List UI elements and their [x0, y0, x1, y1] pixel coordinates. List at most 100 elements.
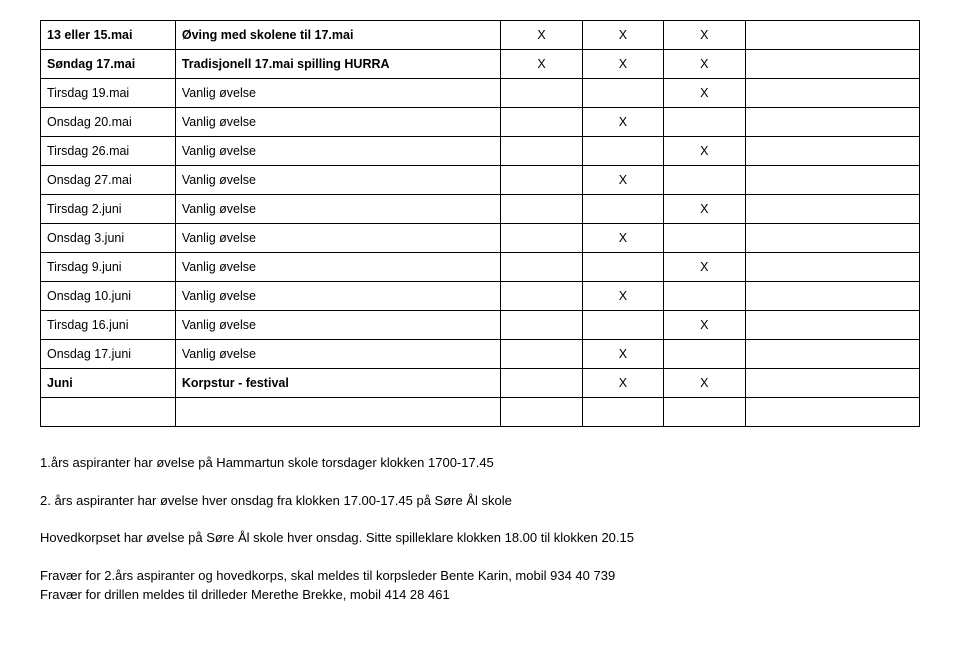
- cell-date: Onsdag 20.mai: [41, 108, 176, 137]
- cell-x1: [501, 340, 582, 369]
- cell-x2: X: [582, 369, 663, 398]
- table-row: Tirsdag 26.maiVanlig øvelse X: [41, 137, 920, 166]
- cell-x2: X: [582, 282, 663, 311]
- cell-desc: Vanlig øvelse: [175, 311, 501, 340]
- table-row: [41, 398, 920, 427]
- table-row: Søndag 17.maiTradisjonell 17.mai spillin…: [41, 50, 920, 79]
- cell-x1: [501, 108, 582, 137]
- cell-desc: [175, 398, 501, 427]
- schedule-table: 13 eller 15.maiØving med skolene til 17.…: [40, 20, 920, 427]
- table-row: 13 eller 15.maiØving med skolene til 17.…: [41, 21, 920, 50]
- cell-desc: Vanlig øvelse: [175, 224, 501, 253]
- cell-x2: X: [582, 108, 663, 137]
- cell-desc: Vanlig øvelse: [175, 253, 501, 282]
- cell-x3: [664, 224, 745, 253]
- cell-x1: X: [501, 50, 582, 79]
- table-row: Onsdag 17.juniVanlig øvelse X: [41, 340, 920, 369]
- cell-x3: [664, 282, 745, 311]
- cell-desc: Vanlig øvelse: [175, 137, 501, 166]
- cell-x3: X: [664, 253, 745, 282]
- note-line-4b: Fravær for drillen meldes til drilleder …: [40, 587, 450, 602]
- cell-x2: X: [582, 166, 663, 195]
- cell-desc: Vanlig øvelse: [175, 282, 501, 311]
- cell-x1: [501, 79, 582, 108]
- table-row: Tirsdag 19.maiVanlig øvelse X: [41, 79, 920, 108]
- note-line-4a: Fravær for 2.års aspiranter og hovedkorp…: [40, 568, 615, 583]
- cell-x3: [664, 108, 745, 137]
- cell-x2: [582, 253, 663, 282]
- cell-desc: Vanlig øvelse: [175, 340, 501, 369]
- cell-date: Tirsdag 19.mai: [41, 79, 176, 108]
- cell-x2: [582, 79, 663, 108]
- cell-date: Onsdag 17.juni: [41, 340, 176, 369]
- cell-last: [745, 282, 919, 311]
- cell-date: Søndag 17.mai: [41, 50, 176, 79]
- cell-x3: [664, 166, 745, 195]
- cell-x1: [501, 369, 582, 398]
- cell-date: Tirsdag 2.juni: [41, 195, 176, 224]
- cell-last: [745, 137, 919, 166]
- cell-x3: X: [664, 50, 745, 79]
- note-line-3: Hovedkorpset har øvelse på Søre Ål skole…: [40, 528, 920, 548]
- table-row: Tirsdag 16.juniVanlig øvelse X: [41, 311, 920, 340]
- cell-date: Onsdag 27.mai: [41, 166, 176, 195]
- cell-x2: X: [582, 50, 663, 79]
- cell-last: [745, 253, 919, 282]
- cell-last: [745, 50, 919, 79]
- cell-desc: Vanlig øvelse: [175, 195, 501, 224]
- cell-x3: X: [664, 79, 745, 108]
- cell-date: Tirsdag 16.juni: [41, 311, 176, 340]
- cell-x3: X: [664, 311, 745, 340]
- cell-date: Tirsdag 26.mai: [41, 137, 176, 166]
- table-row: Onsdag 3.juniVanlig øvelseX: [41, 224, 920, 253]
- cell-date: Juni: [41, 369, 176, 398]
- cell-x3: X: [664, 369, 745, 398]
- table-row: Tirsdag 2.juniVanlig øvelse X: [41, 195, 920, 224]
- cell-x3: X: [664, 137, 745, 166]
- cell-x3: X: [664, 195, 745, 224]
- cell-x2: X: [582, 224, 663, 253]
- notes-section: 1.års aspiranter har øvelse på Hammartun…: [40, 453, 920, 605]
- cell-last: [745, 369, 919, 398]
- cell-x2: X: [582, 21, 663, 50]
- cell-x1: [501, 224, 582, 253]
- cell-desc: Vanlig øvelse: [175, 166, 501, 195]
- table-row: Onsdag 10.juniVanlig øvelse X: [41, 282, 920, 311]
- cell-x1: [501, 253, 582, 282]
- cell-x1: [501, 311, 582, 340]
- cell-x2: [582, 137, 663, 166]
- table-row: Onsdag 20.maiVanlig øvelse X: [41, 108, 920, 137]
- note-line-1: 1.års aspiranter har øvelse på Hammartun…: [40, 453, 920, 473]
- cell-last: [745, 21, 919, 50]
- cell-x1: [501, 137, 582, 166]
- cell-x1: [501, 282, 582, 311]
- cell-date: Tirsdag 9.juni: [41, 253, 176, 282]
- note-line-2: 2. års aspiranter har øvelse hver onsdag…: [40, 491, 920, 511]
- cell-desc: Vanlig øvelse: [175, 79, 501, 108]
- cell-x3: [664, 398, 745, 427]
- cell-last: [745, 398, 919, 427]
- cell-x2: [582, 398, 663, 427]
- cell-date: Onsdag 10.juni: [41, 282, 176, 311]
- cell-last: [745, 195, 919, 224]
- cell-desc: Øving med skolene til 17.mai: [175, 21, 501, 50]
- cell-last: [745, 79, 919, 108]
- cell-x2: [582, 195, 663, 224]
- cell-x3: [664, 340, 745, 369]
- cell-x1: X: [501, 21, 582, 50]
- cell-x3: X: [664, 21, 745, 50]
- cell-x1: [501, 195, 582, 224]
- cell-last: [745, 224, 919, 253]
- cell-x1: [501, 398, 582, 427]
- cell-desc: Vanlig øvelse: [175, 108, 501, 137]
- cell-x2: [582, 311, 663, 340]
- table-row: JuniKorpstur - festivalXX: [41, 369, 920, 398]
- cell-desc: Tradisjonell 17.mai spilling HURRA: [175, 50, 501, 79]
- cell-last: [745, 166, 919, 195]
- cell-x1: [501, 166, 582, 195]
- cell-last: [745, 311, 919, 340]
- cell-last: [745, 340, 919, 369]
- cell-last: [745, 108, 919, 137]
- note-line-4: Fravær for 2.års aspiranter og hovedkorp…: [40, 566, 920, 605]
- cell-x2: X: [582, 340, 663, 369]
